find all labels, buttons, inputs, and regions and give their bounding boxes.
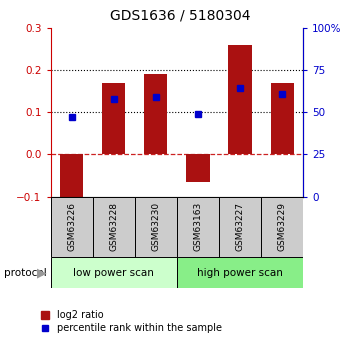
Text: GDS1636 / 5180304: GDS1636 / 5180304 (110, 9, 251, 23)
Text: GSM63230: GSM63230 (151, 202, 160, 252)
Text: GSM63228: GSM63228 (109, 202, 118, 252)
Bar (177, 197, 219, 257)
Bar (177, 257, 303, 288)
Bar (60, 155, 83, 199)
Legend: log2 ratio, percentile rank within the sample: log2 ratio, percentile rank within the s… (41, 310, 222, 333)
Bar (51, 197, 93, 257)
Bar (102, 82, 125, 155)
Bar (229, 45, 252, 155)
Text: GSM63226: GSM63226 (67, 202, 76, 252)
Bar (51, 257, 177, 288)
Bar (271, 82, 294, 155)
Bar (93, 197, 135, 257)
Text: low power scan: low power scan (73, 268, 154, 277)
Text: protocol: protocol (4, 268, 46, 277)
Text: GSM63227: GSM63227 (236, 202, 244, 252)
Text: GSM63229: GSM63229 (278, 202, 287, 252)
Bar (261, 197, 303, 257)
Bar (219, 197, 261, 257)
Bar (144, 74, 168, 155)
Text: GSM63163: GSM63163 (193, 202, 203, 252)
Bar (135, 197, 177, 257)
Text: high power scan: high power scan (197, 268, 283, 277)
Bar (186, 155, 209, 182)
Text: ▶: ▶ (37, 266, 46, 279)
